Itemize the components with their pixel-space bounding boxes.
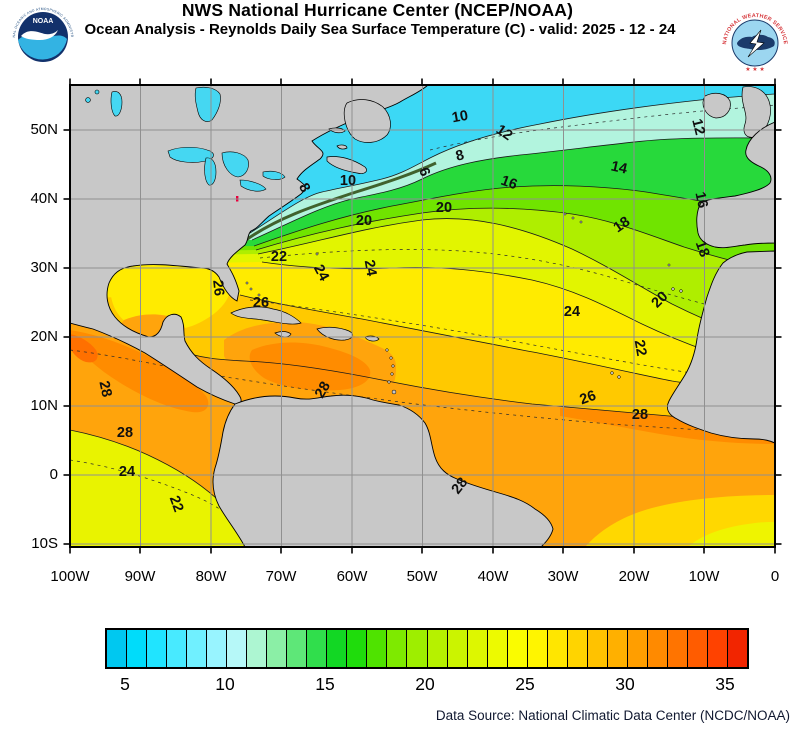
temperature-colorbar — [105, 628, 749, 669]
pacific-deep-orange — [70, 330, 209, 413]
lake-superior — [167, 146, 214, 163]
colorbar-cell — [627, 630, 648, 667]
small-lake-2 — [94, 89, 100, 95]
land-cuba — [230, 306, 302, 325]
land-jamaica — [274, 331, 292, 338]
noaa-emblem-sea — [18, 35, 67, 60]
page-title: NWS National Hurricane Center (NCEP/NOAA… — [181, 0, 574, 20]
colorbar-cell — [647, 630, 668, 667]
lake-huron — [221, 151, 249, 178]
south-pacific-cool — [70, 430, 252, 547]
lake-michigan — [204, 157, 217, 186]
colorbar-cell — [467, 630, 488, 667]
colorbar-cell — [247, 630, 268, 667]
land-pei — [336, 144, 348, 150]
colorbar-cell — [367, 630, 388, 667]
nws-stars: ★ ★ ★ — [745, 66, 764, 73]
colorbar-cell — [687, 630, 708, 667]
colorbar-cell — [547, 630, 568, 667]
colorbar-cell — [307, 630, 328, 667]
lake-winnipeg — [110, 91, 123, 117]
lake-ontario — [262, 170, 286, 180]
land-nova-scotia — [326, 156, 367, 174]
colorbar-cell — [427, 630, 448, 667]
land-africa — [666, 250, 775, 444]
isotherm-dash-5 — [429, 104, 775, 151]
colorbar-cell — [387, 630, 408, 667]
colorbar-cell — [527, 630, 548, 667]
colorbar-cell — [287, 630, 308, 667]
noaa-wordmark: NOAA — [33, 18, 54, 25]
isotherm-line-12 — [251, 137, 775, 241]
colorbar-cell — [567, 630, 588, 667]
colorbar-cell — [107, 630, 128, 667]
colorbar-cell — [727, 630, 747, 667]
isotherm-dash-1 — [259, 249, 775, 323]
noaa-gull-icon — [21, 30, 58, 40]
small-lake-1 — [85, 97, 91, 103]
lake-erie — [239, 179, 267, 192]
colorbar-cell — [707, 630, 728, 667]
nws-lightning-icon — [747, 29, 765, 58]
axis-ticks — [63, 78, 782, 554]
colorbar-cell — [327, 630, 348, 667]
colorbar-cell — [447, 630, 468, 667]
ocean-layers — [70, 85, 775, 547]
colorbar-cell — [587, 630, 608, 667]
colorbar-cell — [487, 630, 508, 667]
isotherm-dash-2 — [249, 299, 775, 386]
colorbar-cell — [267, 630, 288, 667]
james-bay — [194, 86, 221, 122]
isotherm-dash-4 — [70, 459, 251, 539]
colorbar-cell — [667, 630, 688, 667]
colorbar-cell — [227, 630, 248, 667]
colorbar-cell — [407, 630, 428, 667]
land-newfoundland — [343, 99, 391, 143]
gulf-stream-front — [245, 161, 437, 242]
caribbean-deep-orange-core — [249, 342, 371, 391]
nws-logo: NATIONAL WEATHER SERVICE ★ ★ ★ — [722, 8, 788, 79]
colorbar-cell — [147, 630, 168, 667]
colorbar-cell — [207, 630, 228, 667]
noaa-logo: NATIONAL OCEANIC AND ATMOSPHERIC ADMINIS… — [9, 1, 76, 75]
colorbar-cell — [507, 630, 528, 667]
south-atlantic-yellow-corner — [688, 522, 775, 547]
colorbar-cell — [187, 630, 208, 667]
map-caption: Ocean Analysis - Reynolds Daily Sea Surf… — [84, 21, 676, 38]
colorbar-cell — [607, 630, 628, 667]
small-islands — [245, 212, 683, 395]
colorbar-cell — [167, 630, 188, 667]
colorbar-cell — [347, 630, 368, 667]
pacific-hot-spot — [70, 334, 98, 363]
grid-lines — [70, 85, 775, 547]
isotherm-line-22 — [261, 261, 775, 372]
isotherm-line-10 — [249, 93, 775, 234]
colorbar-cell — [127, 630, 148, 667]
land-south-america — [212, 394, 554, 547]
isotherm-line-18 — [255, 207, 775, 272]
great-lakes — [85, 86, 286, 192]
data-source-text: Data Source: National Climatic Data Cent… — [435, 708, 790, 723]
